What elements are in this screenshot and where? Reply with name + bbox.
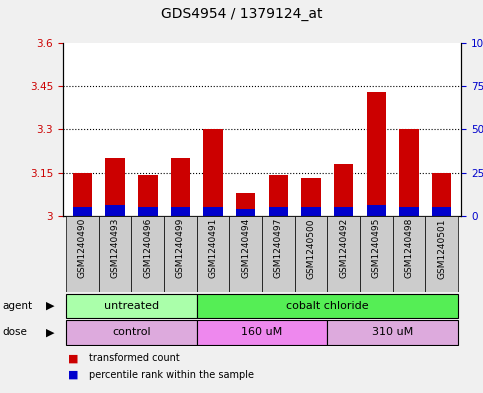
- Text: GSM1240493: GSM1240493: [111, 218, 120, 278]
- Bar: [432, 207, 452, 216]
- Bar: [367, 92, 386, 216]
- Text: GSM1240498: GSM1240498: [404, 218, 413, 278]
- Bar: [399, 207, 419, 216]
- Bar: [105, 158, 125, 216]
- Text: GSM1240501: GSM1240501: [437, 218, 446, 279]
- Bar: [301, 207, 321, 216]
- Text: ▶: ▶: [46, 327, 55, 338]
- Text: ■: ■: [68, 370, 78, 380]
- Bar: [301, 178, 321, 216]
- Bar: [66, 294, 197, 318]
- Bar: [393, 216, 426, 292]
- Text: percentile rank within the sample: percentile rank within the sample: [89, 370, 255, 380]
- Bar: [105, 206, 125, 216]
- Bar: [334, 164, 354, 216]
- Bar: [203, 207, 223, 216]
- Text: dose: dose: [2, 327, 28, 338]
- Bar: [66, 320, 197, 345]
- Bar: [399, 129, 419, 216]
- Bar: [236, 209, 256, 216]
- Bar: [170, 207, 190, 216]
- Bar: [236, 193, 256, 216]
- Bar: [334, 207, 354, 216]
- Bar: [197, 294, 458, 318]
- Text: cobalt chloride: cobalt chloride: [286, 301, 369, 311]
- Bar: [367, 206, 386, 216]
- Text: GSM1240500: GSM1240500: [307, 218, 315, 279]
- Bar: [432, 173, 452, 216]
- Text: GSM1240490: GSM1240490: [78, 218, 87, 278]
- Text: ▶: ▶: [46, 301, 55, 311]
- Bar: [360, 216, 393, 292]
- Bar: [138, 207, 157, 216]
- Text: GSM1240491: GSM1240491: [209, 218, 217, 278]
- Bar: [99, 216, 131, 292]
- Bar: [327, 320, 458, 345]
- Text: GDS4954 / 1379124_at: GDS4954 / 1379124_at: [161, 7, 322, 21]
- Text: transformed count: transformed count: [89, 353, 180, 363]
- Bar: [197, 320, 327, 345]
- Text: GSM1240499: GSM1240499: [176, 218, 185, 278]
- Bar: [229, 216, 262, 292]
- Text: agent: agent: [2, 301, 32, 311]
- Bar: [197, 216, 229, 292]
- Bar: [426, 216, 458, 292]
- Text: 310 uM: 310 uM: [372, 327, 413, 338]
- Bar: [327, 216, 360, 292]
- Bar: [295, 216, 327, 292]
- Bar: [203, 129, 223, 216]
- Bar: [66, 216, 99, 292]
- Text: GSM1240494: GSM1240494: [241, 218, 250, 278]
- Text: GSM1240492: GSM1240492: [339, 218, 348, 278]
- Text: GSM1240496: GSM1240496: [143, 218, 152, 278]
- Text: untreated: untreated: [104, 301, 159, 311]
- Bar: [269, 207, 288, 216]
- Text: control: control: [112, 327, 151, 338]
- Text: 160 uM: 160 uM: [242, 327, 283, 338]
- Bar: [269, 175, 288, 216]
- Bar: [131, 216, 164, 292]
- Bar: [72, 207, 92, 216]
- Bar: [262, 216, 295, 292]
- Text: GSM1240497: GSM1240497: [274, 218, 283, 278]
- Bar: [72, 173, 92, 216]
- Bar: [138, 175, 157, 216]
- Bar: [164, 216, 197, 292]
- Text: GSM1240495: GSM1240495: [372, 218, 381, 278]
- Bar: [170, 158, 190, 216]
- Text: ■: ■: [68, 353, 78, 363]
